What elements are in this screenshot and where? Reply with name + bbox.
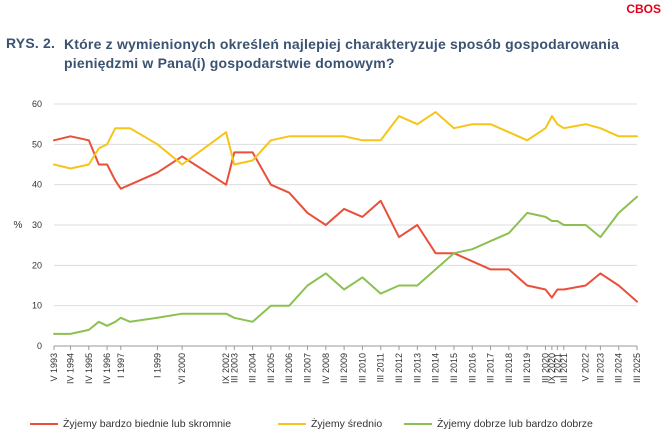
legend-label-poor: Żyjemy bardzo biednie lub skromnie xyxy=(63,418,232,430)
x-tick-label: IV 1996 xyxy=(102,353,112,384)
y-axis-label: % xyxy=(14,220,23,231)
legend-item-good: Żyjemy dobrze lub bardzo dobrze xyxy=(404,418,593,430)
y-tick-label: 40 xyxy=(32,180,42,190)
chart-legend: Żyjemy bardzo biednie lub skromnie Żyjem… xyxy=(0,418,667,434)
x-tick-label: III 2021 xyxy=(559,353,569,383)
x-tick-label: I 1999 xyxy=(152,353,162,378)
legend-line-good xyxy=(404,423,432,425)
x-tick-label: III 2003 xyxy=(229,353,239,383)
x-tick-label: III 2007 xyxy=(303,353,313,383)
x-tick-label: III 2014 xyxy=(431,353,441,383)
x-tick-label: I 2021 xyxy=(552,353,562,378)
x-tick-label: III 2016 xyxy=(467,353,477,383)
x-tick-label: III 2019 xyxy=(522,353,532,383)
x-tick-label: IV 1994 xyxy=(65,353,75,384)
x-tick-label: III 2005 xyxy=(266,353,276,383)
legend-line-average xyxy=(278,423,306,425)
y-tick-label: 20 xyxy=(32,260,42,270)
x-tick-label: III 2011 xyxy=(376,353,386,382)
x-tick-label: I 1997 xyxy=(116,353,126,378)
x-tick-label: III 2024 xyxy=(614,353,624,383)
x-tick-label: III 2017 xyxy=(486,353,496,383)
x-tick-label: VI 2000 xyxy=(177,353,187,384)
x-tick-label: III 2023 xyxy=(595,353,605,383)
x-tick-label: III 2010 xyxy=(357,353,367,383)
legend-item-average: Żyjemy średnio xyxy=(278,418,382,430)
chart-title: Które z wymienionych określeń najlepiej … xyxy=(64,36,620,71)
legend-label-average: Żyjemy średnio xyxy=(311,418,383,430)
legend-item-poor: Żyjemy bardzo biednie lub skromnie xyxy=(30,418,231,430)
y-tick-label: 60 xyxy=(32,99,42,109)
figure-label: RYS. 2. xyxy=(6,35,56,51)
series-line-poor xyxy=(53,135,638,303)
x-tick-label: III 2025 xyxy=(632,353,642,383)
series-line-good xyxy=(53,195,638,335)
series-line-average xyxy=(53,111,638,170)
x-tick-label: IX 2020 xyxy=(547,353,557,384)
x-axis: V 1993 IV 1994 IV 1995 IV 1996 I 1997 I 1999 V… xyxy=(49,346,642,384)
y-tick-label: 50 xyxy=(32,139,42,149)
x-tick-label: V 2022 xyxy=(581,353,591,382)
y-tick-label: 30 xyxy=(32,220,42,230)
y-tick-label: 10 xyxy=(32,301,42,311)
x-tick-label: III 2018 xyxy=(504,353,514,383)
x-tick-label: III 2004 xyxy=(248,353,258,383)
y-tick-label: 0 xyxy=(37,341,42,351)
x-tick-label: III 2006 xyxy=(284,353,294,383)
x-tick-label: IV 2008 xyxy=(321,353,331,384)
x-tick-label: IV 1995 xyxy=(84,353,94,384)
legend-line-poor xyxy=(30,423,58,425)
x-tick-label: III 2015 xyxy=(449,353,459,383)
y-axis: 0 10 20 30 40 50 60% xyxy=(14,99,42,351)
x-tick-label: III 2012 xyxy=(394,353,404,383)
x-tick-label: IX 2002 xyxy=(221,353,231,384)
x-tick-label: III 2013 xyxy=(412,353,422,383)
legend-label-good: Żyjemy dobrze lub bardzo dobrze xyxy=(437,418,593,430)
x-tick-label: V 1993 xyxy=(49,353,59,382)
x-tick-label: III 2020 xyxy=(540,353,550,383)
x-tick-label: III 2009 xyxy=(339,353,349,383)
grid-lines xyxy=(54,103,637,347)
brand-logo: CBOS xyxy=(626,2,661,16)
series-lines xyxy=(53,111,638,335)
